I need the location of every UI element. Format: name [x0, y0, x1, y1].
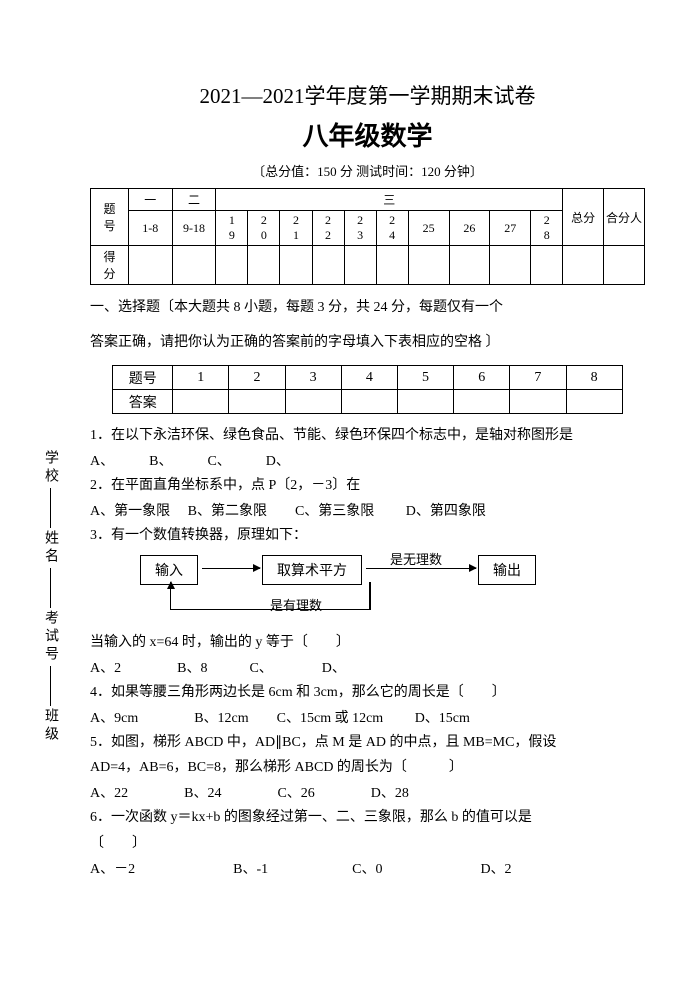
binding-label: 学校 姓名 考试号 班级	[40, 450, 60, 880]
q5-text1: 5．如图，梯形 ABCD 中，AD∥BC，点 M 是 AD 的中点，且 MB=M…	[90, 731, 645, 755]
q6-text1: 6．一次函数 y＝kx+b 的图象经过第一、二、三象限，那么 b 的值可以是	[90, 806, 645, 830]
ans-num: 6	[454, 366, 510, 390]
c26: 26	[449, 211, 490, 246]
q3-opts: A、2 B、8 C、 D、	[90, 657, 645, 681]
page-title-1: 2021—2021学年度第一学期期末试卷	[90, 80, 645, 110]
section-a-head2: 答案正确，请把你认为正确的答案前的字母填入下表相应的空格 〕	[90, 330, 645, 355]
score-cell[interactable]	[128, 246, 172, 285]
q5-opts: A、22 B、24 C、26 D、28	[90, 782, 645, 806]
ans-num: 3	[285, 366, 341, 390]
flow-mid: 取算术平方	[262, 555, 362, 585]
score-table: 题号 一 二 三 总分 合分人 1-8 9-18 19 20 21 22 23 …	[90, 188, 645, 285]
q2-text: 2．在平面直角坐标系中，点 P〔2，－3〕在	[90, 474, 645, 498]
c20: 20	[248, 211, 280, 246]
flow-label-irr: 是无理数	[390, 549, 442, 568]
sec-2: 二	[172, 189, 216, 211]
side-class[interactable]: 班级	[40, 708, 60, 744]
ans-label-no: 题号	[113, 366, 173, 390]
flow-label-rat: 是有理数	[270, 595, 322, 614]
q1-opts: A、 B、 C、 D、	[90, 450, 645, 474]
score-rowlabel-1: 题号	[91, 189, 129, 246]
page-subtitle: 〔总分值：150 分 测试时间：120 分钟〕	[90, 161, 645, 180]
score-rowlabel-2: 得分	[91, 246, 129, 285]
q3-text: 3．有一个数值转换器，原理如下：	[90, 524, 645, 548]
q5-text2: AD=4，AB=6，BC=8，那么梯形 ABCD 的周长为〔 〕	[90, 756, 645, 780]
answer-table: 题号 1 2 3 4 5 6 7 8 答案	[112, 365, 623, 414]
c23: 23	[344, 211, 376, 246]
c21: 21	[280, 211, 312, 246]
q2-opts: A、第一象限 B、第二象限 C、第三象限 D、第四象限	[90, 500, 645, 524]
c25: 25	[408, 211, 449, 246]
ans-cell[interactable]	[173, 390, 229, 414]
side-school[interactable]: 学校	[40, 450, 60, 486]
ans-num: 8	[566, 366, 622, 390]
ans-num: 4	[341, 366, 397, 390]
ans-num: 5	[397, 366, 453, 390]
c27: 27	[490, 211, 531, 246]
ans-num: 1	[173, 366, 229, 390]
side-examno[interactable]: 考试号	[40, 610, 60, 664]
sec-1: 一	[128, 189, 172, 211]
flowchart: 输入 取算术平方 是无理数 输出 是有理数	[90, 555, 645, 627]
c19: 19	[216, 211, 248, 246]
c24: 24	[376, 211, 408, 246]
side-name[interactable]: 姓名	[40, 530, 60, 566]
ans-num: 2	[229, 366, 285, 390]
ans-label-ans: 答案	[113, 390, 173, 414]
flow-output: 输出	[478, 555, 536, 585]
range-1: 1-8	[128, 211, 172, 246]
c22: 22	[312, 211, 344, 246]
q3-after: 当输入的 x=64 时，输出的 y 等于〔 〕	[90, 631, 645, 655]
range-2: 9-18	[172, 211, 216, 246]
page-title-2: 八年级数学	[90, 116, 645, 153]
flow-down-line	[370, 582, 371, 610]
c28: 28	[531, 211, 563, 246]
sec-3: 三	[216, 189, 563, 211]
section-a-head1: 一、选择题〔本大题共 8 小题，每题 3 分，共 24 分，每题仅有一个	[90, 295, 645, 320]
total-label: 总分	[563, 189, 604, 246]
q6-opts: A、－2 B、-1 C、0 D、2	[90, 858, 645, 882]
q1-text: 1．在以下永洁环保、绿色食品、节能、绿色环保四个标志中，是轴对称图形是	[90, 424, 645, 448]
q6-text2: 〔 〕	[90, 832, 645, 856]
q4-opts: A、9cm B、12cm C、15cm 或 12cm D、15cm	[90, 707, 645, 731]
grader-label: 合分人	[604, 189, 645, 246]
ans-num: 7	[510, 366, 566, 390]
arrow-icon	[366, 568, 476, 569]
arrow-icon	[202, 568, 260, 569]
q4-text: 4．如果等腰三角形两边长是 6cm 和 3cm，那么它的周长是〔 〕	[90, 681, 645, 705]
